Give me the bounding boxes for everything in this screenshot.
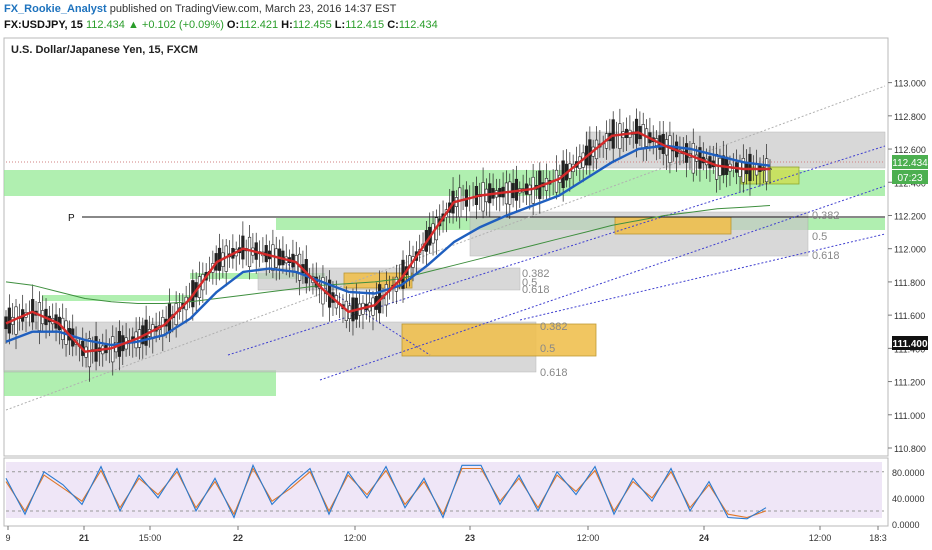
- yellow-box-1: [614, 216, 732, 235]
- zone-green-lower: [4, 370, 276, 396]
- low-value: 112.415: [345, 19, 385, 31]
- time-axis-tick-label: 18:3: [869, 533, 887, 543]
- moving-averages: [5, 131, 771, 353]
- time-axis-tick-label: 9: [5, 533, 10, 543]
- high-value: 112.455: [292, 19, 332, 31]
- last-price-badge: [892, 155, 928, 169]
- chart-header: FX_Rookie_Analyst published on TradingVi…: [0, 0, 932, 36]
- oscillator-band: [6, 462, 882, 518]
- fib-label-small-382: 0.382: [522, 268, 550, 280]
- symbol-label: FX:USDJPY, 15: [4, 19, 83, 31]
- fib-label-top-5: 0.5: [812, 231, 827, 243]
- price-axis-tick-label: 111.200: [894, 378, 925, 388]
- ma-line-green: [5, 205, 771, 304]
- publisher-line: FX_Rookie_Analyst published on TradingVi…: [4, 3, 396, 15]
- pivot-label: P: [68, 213, 75, 224]
- level-badge: [892, 336, 928, 350]
- candle-body: [87, 338, 92, 368]
- low-label: L:: [334, 19, 346, 31]
- price-axis-tick-label: 112.200: [894, 211, 926, 221]
- zone-green-small-a: [190, 273, 325, 279]
- candle-body: [691, 143, 695, 174]
- fib-label-small-5: 0.5: [522, 277, 537, 289]
- candle-body: [611, 119, 615, 149]
- candle-body: [94, 336, 98, 362]
- time-axis-tick-label: 23: [465, 533, 475, 543]
- up-arrow-icon: ▲: [127, 19, 139, 31]
- fib-label-low-618: 0.618: [540, 367, 568, 379]
- time-axis-tick-label: 12:00: [344, 533, 367, 543]
- fib-label-top-382: 0.382: [812, 210, 840, 222]
- trendline-blue-2: [319, 185, 886, 381]
- price-axis-tick-label: 112.800: [894, 112, 926, 122]
- level-badge-text: 111.400: [892, 339, 927, 350]
- price-axis-tick-label: 113.000: [894, 79, 926, 89]
- osc-axis-tick-label: 0.0000: [892, 520, 920, 530]
- timer-badge-text: 07:23: [897, 173, 922, 184]
- trendline-blue-1: [227, 145, 886, 356]
- zone-green-upper: [4, 170, 885, 196]
- author-link[interactable]: FX_Rookie_Analyst: [4, 3, 107, 15]
- ma-line-blue: [5, 144, 771, 347]
- candle-body: [458, 187, 462, 218]
- ma-line-red: [5, 131, 770, 353]
- price-axis-tick-label: 111.600: [894, 311, 925, 321]
- time-axis-tick-label: 24: [699, 533, 709, 543]
- price-axis-tick-label: 111.800: [894, 278, 925, 288]
- published-text: published on TradingView.com, March 23, …: [109, 3, 397, 15]
- candle-body: [531, 176, 535, 204]
- price-axis-tick-label: 112.000: [894, 245, 926, 255]
- time-axis-tick-label: 21: [79, 533, 89, 543]
- price-change: +0.102 (+0.09%): [141, 19, 224, 31]
- trendline-blue-3: [519, 233, 886, 321]
- last-price-badge-text: 112.434: [892, 158, 928, 169]
- price-axis-tick-label: 110.800: [894, 444, 926, 454]
- last-price: 112.434: [85, 19, 125, 31]
- price-axis-tick-label: 111.000: [894, 411, 925, 421]
- open-label: O:: [226, 19, 240, 31]
- candle-body: [481, 182, 485, 212]
- quote-line: FX:USDJPY, 15 112.434 ▲ +0.102 (+0.09%) …: [4, 19, 438, 31]
- open-value: 112.421: [239, 19, 279, 31]
- price-axis[interactable]: 113.000112.800112.600112.400112.200112.0…: [887, 38, 926, 456]
- oscillator-axis: 80.0000 40.0000 0.0000: [892, 468, 925, 530]
- candle-body: [748, 153, 752, 182]
- close-label: C:: [387, 19, 399, 31]
- time-axis-tick-label: 22: [233, 533, 243, 543]
- candle-body: [741, 158, 745, 183]
- close-value: 112.434: [398, 19, 438, 31]
- high-label: H:: [281, 19, 293, 31]
- time-axis-tick-label: 12:00: [577, 533, 600, 543]
- fib-label-low-382: 0.382: [540, 321, 568, 333]
- candle-body: [247, 236, 252, 267]
- fib-label-top-618: 0.618: [812, 250, 840, 262]
- fib-label-low-5: 0.5: [540, 343, 555, 355]
- time-axis[interactable]: 9 21 15:00 22 12:00 23 12:00 24 12:00 18:3: [5, 526, 887, 543]
- zone-green-small-b: [42, 295, 192, 301]
- timer-badge: [892, 170, 928, 184]
- candle-body: [765, 158, 769, 183]
- time-axis-tick-label: 15:00: [139, 533, 162, 543]
- price-axis-tick-label: 112.600: [894, 145, 926, 155]
- osc-k-line: [5, 463, 767, 520]
- osc-axis-tick-label: 40.0000: [892, 494, 925, 504]
- chart-title: U.S. Dollar/Japanese Yen, 15, FXCM: [11, 44, 198, 56]
- stochastic-oscillator: [5, 463, 884, 520]
- candle-body: [618, 123, 622, 149]
- yellow-box-3: [401, 323, 597, 357]
- fib-labels: 0.382 0.5 0.618 0.382 0.5 0.618 0.382 0.…: [522, 210, 840, 379]
- fib-label-small-618: 0.618: [522, 284, 550, 296]
- time-axis-tick-label: 12:00: [809, 533, 832, 543]
- osc-axis-tick-label: 80.0000: [892, 468, 925, 478]
